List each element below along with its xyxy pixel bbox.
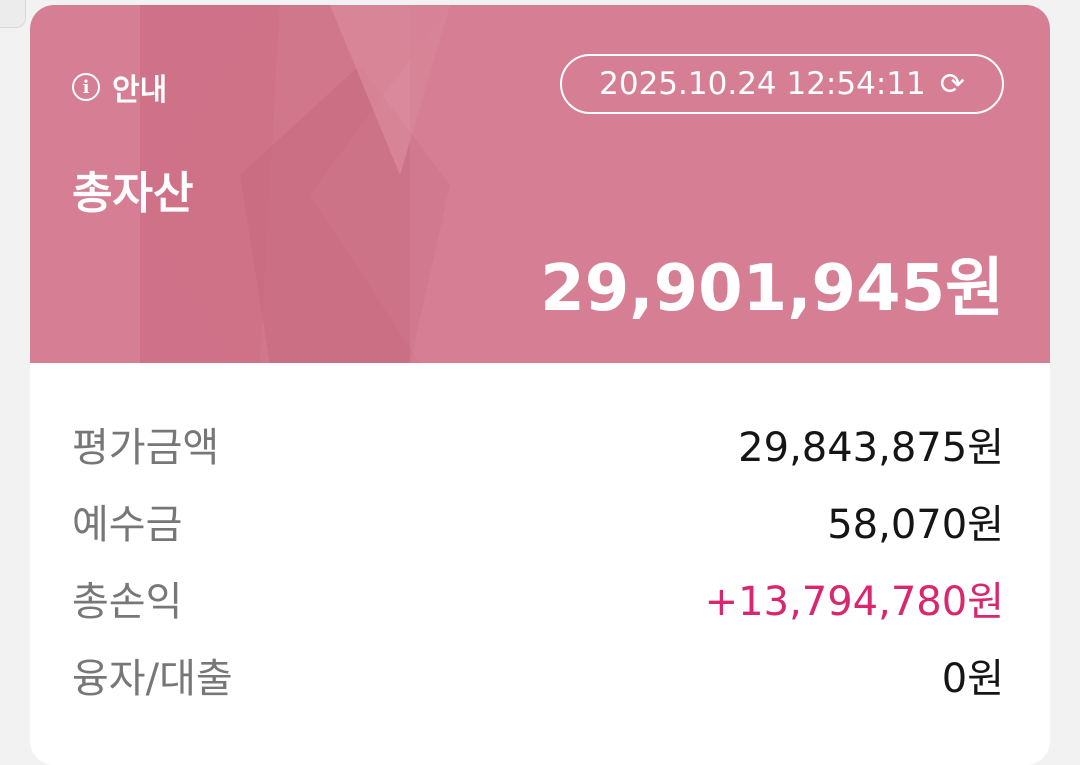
page-title: 총자산	[72, 168, 194, 219]
info-circle-icon: i	[72, 73, 100, 101]
info-label: 안내	[112, 73, 168, 108]
row-value: 58,070원	[827, 501, 1004, 548]
refresh-timestamp-button[interactable]: 2025.10.24 12:54:11 ⟳	[560, 54, 1004, 114]
row-label: 총손익	[72, 578, 183, 625]
row-deposit: 예수금 58,070원	[72, 482, 1004, 559]
row-label: 예수금	[72, 501, 183, 548]
row-value: 29,843,875원	[738, 424, 1004, 471]
background-logo-pattern	[140, 5, 1050, 363]
row-value: +13,794,780원	[704, 578, 1004, 625]
total-asset-header: i 안내 2025.10.24 12:54:11 ⟳ 총자산 29,901,94…	[30, 5, 1050, 363]
row-label: 평가금액	[72, 424, 220, 471]
refresh-icon: ⟳	[939, 66, 965, 102]
row-total-profit: 총손익 +13,794,780원	[72, 559, 1004, 636]
row-label: 융자/대출	[72, 655, 233, 702]
row-value: 0원	[941, 655, 1004, 702]
asset-card: i 안내 2025.10.24 12:54:11 ⟳ 총자산 29,901,94…	[30, 5, 1050, 765]
info-button[interactable]: i 안내	[72, 65, 167, 109]
total-asset-value: 29,901,945원	[540, 252, 1004, 326]
asset-breakdown: 평가금액 29,843,875원 예수금 58,070원 총손익 +13,794…	[72, 405, 1004, 713]
row-loan: 융자/대출 0원	[72, 636, 1004, 713]
row-valuation: 평가금액 29,843,875원	[72, 405, 1004, 482]
timestamp: 2025.10.24 12:54:11	[599, 66, 926, 102]
background-corner	[0, 0, 26, 28]
